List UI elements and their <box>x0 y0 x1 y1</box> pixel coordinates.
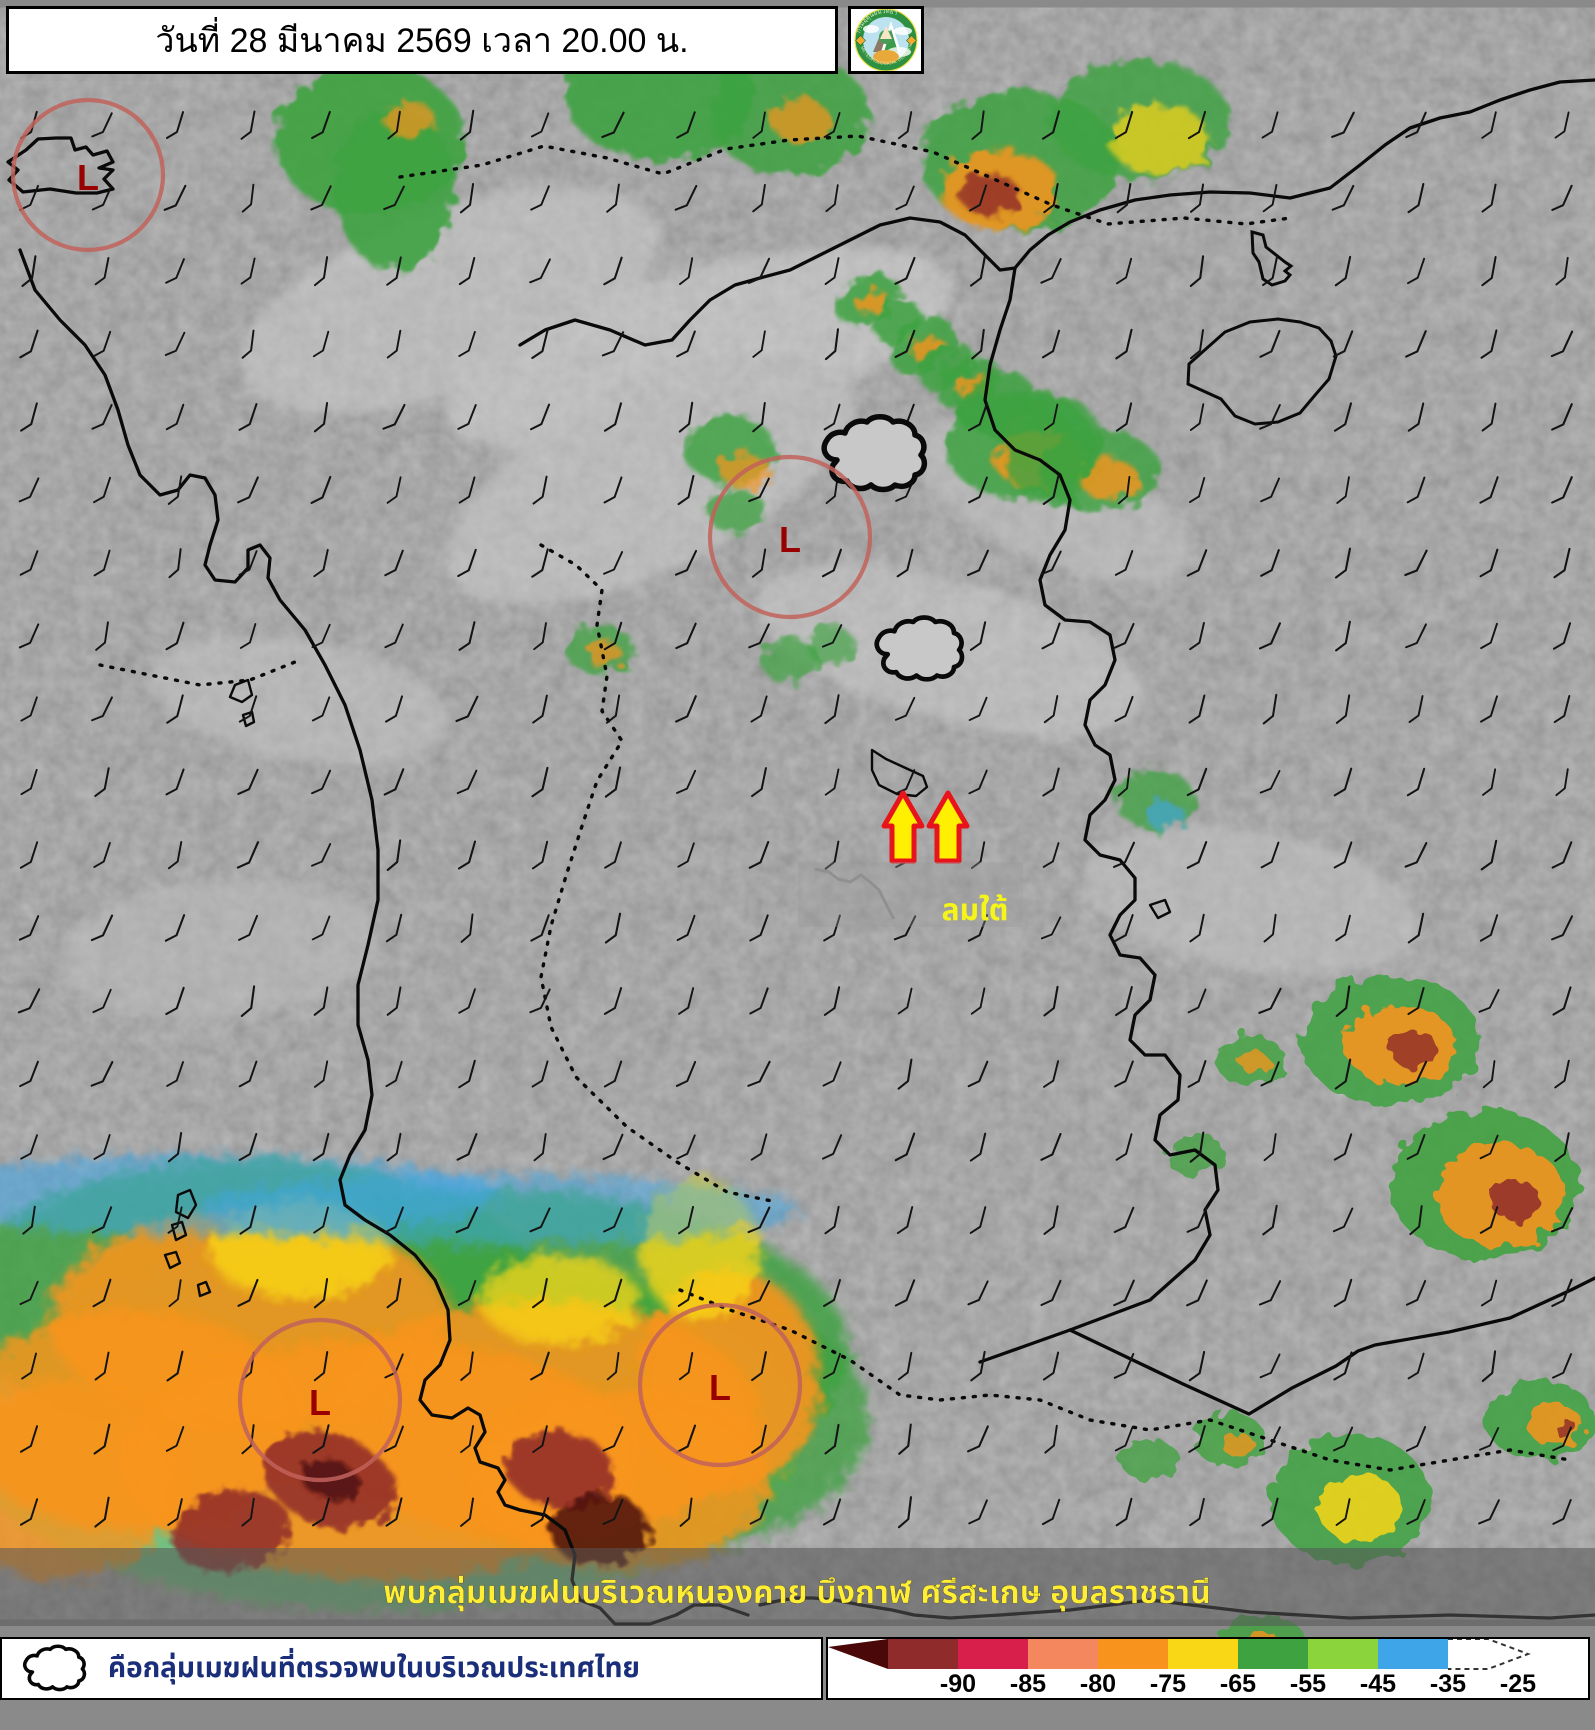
svg-text:ลมใต้: ลมใต้ <box>942 894 1009 927</box>
svg-text:L: L <box>779 519 801 560</box>
svg-text:-55: -55 <box>1290 1670 1326 1698</box>
svg-text:L: L <box>309 1382 331 1423</box>
svg-text:-90: -90 <box>940 1670 976 1698</box>
svg-text:-65: -65 <box>1220 1670 1256 1698</box>
svg-text:L: L <box>77 157 99 198</box>
svg-text:-45: -45 <box>1360 1670 1396 1698</box>
svg-text:พบกลุ่มเมฆฝนบริเวณหนองคาย บึงก: พบกลุ่มเมฆฝนบริเวณหนองคาย บึงกาฬ ศรีสะเก… <box>383 1574 1211 1611</box>
svg-text:-75: -75 <box>1150 1670 1186 1698</box>
svg-text:-25: -25 <box>1500 1670 1536 1698</box>
svg-text:-35: -35 <box>1430 1670 1466 1698</box>
svg-text:-80: -80 <box>1080 1670 1116 1698</box>
svg-text:L: L <box>709 1367 731 1408</box>
svg-text:-85: -85 <box>1010 1670 1046 1698</box>
